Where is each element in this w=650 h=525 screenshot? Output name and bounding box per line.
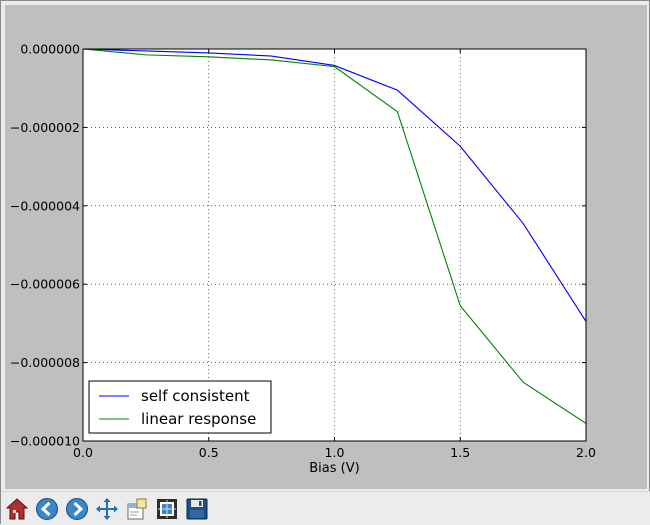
y-tick-label: −0.000010 (10, 434, 80, 449)
x-tick-label: 2.0 (576, 445, 596, 460)
back-button[interactable] (34, 496, 60, 522)
legend-label: linear response (141, 410, 256, 428)
y-tick-label: −0.000002 (10, 120, 80, 135)
legend-label: self consistent (141, 387, 250, 405)
save-icon (186, 498, 208, 520)
subplots-icon (157, 499, 177, 519)
zoom-icon (127, 498, 147, 520)
line-chart: 0.0 0.5 1.0 1.5 2.0 0.000000 −0.000002 −0.00000… (10, 42, 596, 477)
figure-canvas: 0.0 0.5 1.0 1.5 2.0 0.000000 −0.000002 −0.00000… (5, 5, 647, 489)
x-tick-label: 1.5 (450, 445, 470, 460)
y-tick-label: −0.000006 (10, 277, 80, 292)
zoom-button[interactable] (124, 496, 150, 522)
x-tick-label: 1.0 (325, 445, 345, 460)
forward-button[interactable] (64, 496, 90, 522)
x-tick-label: 0.0 (73, 445, 93, 460)
home-button[interactable] (4, 496, 30, 522)
series-line-2 (83, 49, 586, 424)
save-button[interactable] (184, 496, 210, 522)
y-tick-label: −0.000004 (10, 198, 80, 213)
subplots-button[interactable] (154, 496, 180, 522)
forward-icon (66, 498, 88, 520)
legend-box (88, 380, 272, 434)
back-icon (36, 498, 58, 520)
y-tick-label: −0.000008 (10, 355, 80, 370)
pan-icon (96, 498, 118, 520)
navigation-toolbar (1, 491, 650, 525)
pan-button[interactable] (94, 496, 120, 522)
y-tick-label: 0.000000 (20, 42, 80, 57)
home-icon (5, 498, 29, 520)
x-axis-label: Bias (V) (309, 461, 359, 476)
x-tick-label: 0.5 (199, 445, 219, 460)
series-line-1 (83, 49, 586, 322)
